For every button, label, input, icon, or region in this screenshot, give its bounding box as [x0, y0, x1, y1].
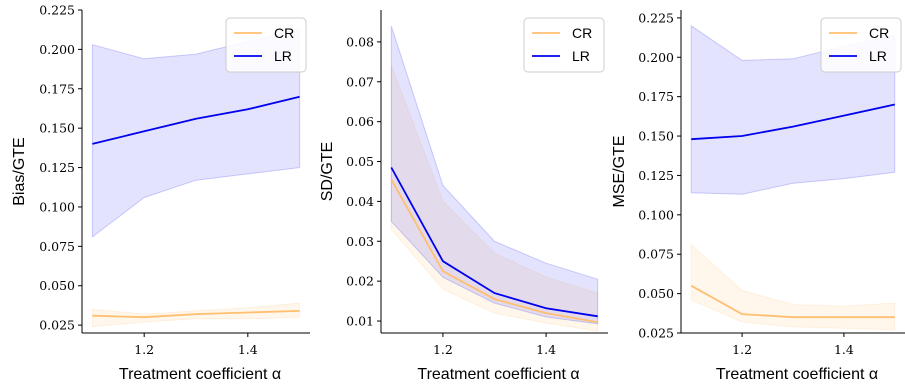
y-tick-label: 0.050	[39, 278, 75, 293]
line-lr	[390, 167, 598, 318]
x-tick-label: 1.2	[134, 342, 154, 357]
x-tick-label: 1.4	[238, 342, 258, 357]
y-axis-label: Bias/GTE	[11, 137, 28, 205]
band-cr	[390, 65, 599, 332]
band-cr	[690, 243, 896, 331]
x-tick-label: 1.4	[536, 342, 556, 357]
y-tick-label: 0.100	[39, 199, 75, 214]
y-tick-label: 0.06	[346, 114, 374, 129]
x-tick-label: 1.4	[834, 342, 854, 357]
legend-box	[820, 17, 902, 73]
y-tick-label: 0.125	[638, 168, 674, 183]
y-tick-label: 0.175	[39, 81, 75, 96]
legend-label-lr: LR	[572, 48, 590, 64]
y-axis-label: MSE/GTE	[611, 135, 628, 207]
line-cr	[390, 179, 598, 324]
band-lr	[91, 28, 301, 238]
y-axis-label: SD/GTE	[319, 142, 336, 202]
y-tick-label: 0.03	[346, 234, 374, 249]
y-tick-label: 0.04	[346, 194, 374, 209]
y-tick-label: 0.075	[39, 239, 75, 254]
y-tick-label: 0.01	[346, 314, 374, 329]
legend-box	[225, 17, 307, 73]
y-tick-label: 0.05	[346, 154, 374, 169]
legend-label-cr: CR	[274, 25, 294, 41]
legend-label-lr: LR	[274, 48, 292, 64]
line-cr	[690, 284, 895, 319]
legend: CR LR	[820, 17, 902, 73]
y-tick-label: 0.200	[638, 50, 674, 65]
band-lr	[390, 25, 599, 325]
subplot-1: 0.01 0.02 0.03 0.04 0.05 0.06 0.07 0.08 1.2 1.4 Tr…	[319, 10, 608, 383]
legend-label-cr: CR	[869, 25, 889, 41]
y-tick-label: 0.225	[638, 10, 674, 25]
y-tick-label: 0.07	[346, 74, 374, 89]
subplot-2: 0.025 0.050 0.075 0.100 0.125 0.150 0.175 0.200…	[611, 10, 905, 383]
x-tick-label: 1.2	[433, 342, 453, 357]
y-tick-label: 0.150	[39, 121, 75, 136]
y-tick-label: 0.025	[638, 326, 674, 341]
y-tick-label: 0.225	[39, 3, 75, 18]
y-tick-label: 0.150	[638, 129, 674, 144]
line-lr	[92, 95, 300, 145]
line-lr	[691, 103, 895, 141]
legend-box	[523, 17, 605, 73]
y-tick-label: 0.100	[638, 207, 674, 222]
x-axis-label: Treatment coefficient α	[417, 366, 579, 383]
y-tick-label: 0.200	[39, 42, 75, 57]
legend: CR LR	[523, 17, 605, 73]
x-axis-label: Treatment coefficient α	[119, 366, 281, 383]
line-cr	[92, 310, 300, 319]
y-tick-label: 0.175	[638, 89, 674, 104]
y-tick-label: 0.125	[39, 160, 75, 175]
legend: CR LR	[225, 17, 307, 73]
subplot-0: 0.025 0.050 0.075 0.100 0.125 0.150 0.175 0.200…	[11, 3, 310, 383]
legend-label-lr: LR	[869, 48, 887, 64]
legend-label-cr: CR	[572, 25, 592, 41]
y-tick-label: 0.08	[346, 34, 374, 49]
x-axis-label: Treatment coefficient α	[716, 366, 878, 383]
y-tick-label: 0.075	[638, 247, 674, 262]
y-tick-label: 0.02	[346, 274, 374, 289]
x-tick-label: 1.2	[732, 342, 752, 357]
y-tick-label: 0.025	[39, 318, 75, 333]
y-tick-label: 0.050	[638, 286, 674, 301]
